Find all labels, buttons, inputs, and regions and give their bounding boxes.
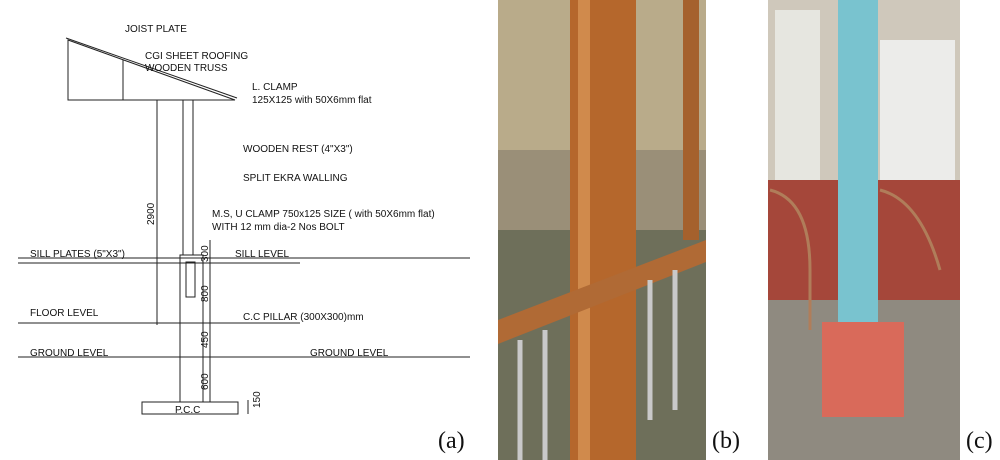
footing	[141, 401, 239, 415]
photo-b: (b)	[498, 0, 740, 460]
technical-drawing: JOIST PLATE CGI SHEET ROOFING WOODEN TRU…	[18, 24, 470, 454]
panel-label: (c)	[966, 428, 993, 454]
dimension: 2900	[146, 202, 157, 225]
dimension: 450	[200, 331, 211, 348]
label: M.S, U CLAMP 750x125 SIZE ( with 50X6mm …	[212, 209, 435, 220]
roof-sheet	[65, 37, 238, 99]
panel-label: (a)	[438, 428, 465, 454]
label: CGI SHEET ROOFING	[145, 51, 248, 62]
label: SILL LEVEL	[235, 249, 290, 260]
label: SPLIT EKRA WALLING	[243, 173, 348, 184]
u-clamp	[185, 261, 196, 298]
label: SILL PLATES (5"X3")	[30, 249, 125, 260]
label: C.C PILLAR (300X300)mm	[243, 312, 364, 323]
panel-label: (b)	[712, 428, 740, 454]
label: L. CLAMP	[252, 82, 298, 93]
label: GROUND LEVEL	[310, 348, 389, 359]
label: WOODEN TRUSS	[145, 63, 228, 74]
dimension: 600	[200, 373, 211, 390]
photo-c: (c)	[768, 0, 993, 460]
label: JOIST PLATE	[125, 24, 187, 35]
label: P.C.C	[175, 405, 200, 416]
label: 125X125 with 50X6mm flat	[252, 95, 372, 106]
dimension: 800	[200, 285, 211, 302]
label: GROUND LEVEL	[30, 348, 109, 359]
roof-truss	[67, 39, 236, 101]
label: WITH 12 mm dia-2 Nos BOLT	[212, 222, 345, 233]
dimension: 150	[252, 391, 263, 408]
label: WOODEN REST (4"X3")	[243, 144, 353, 155]
label: FLOOR LEVEL	[30, 308, 99, 319]
dimension: 300	[200, 245, 211, 262]
wall-posts	[182, 99, 194, 256]
